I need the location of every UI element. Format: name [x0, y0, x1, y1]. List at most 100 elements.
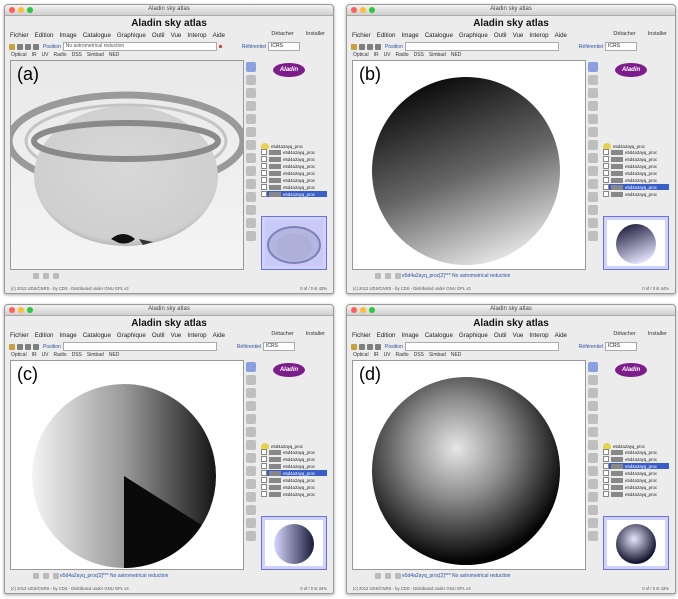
draw-tool-icon[interactable]: [246, 427, 256, 437]
detach-button[interactable]: Détacher: [613, 331, 636, 337]
sync-tool-icon[interactable]: [246, 518, 256, 528]
grid-icon[interactable]: [53, 273, 59, 279]
detach-button[interactable]: Détacher: [271, 331, 294, 337]
frame-select[interactable]: ICRS: [267, 42, 300, 51]
image-view[interactable]: (a): [10, 60, 244, 270]
select-tool-icon[interactable]: [588, 62, 598, 72]
cont-tool-icon[interactable]: [246, 466, 256, 476]
sync-tool-icon[interactable]: [588, 218, 598, 228]
stack-row[interactable]: e5d4a2ayq_proc: [261, 449, 327, 455]
close-button[interactable]: [351, 307, 357, 313]
survey-dss[interactable]: DSS: [413, 52, 424, 58]
draw-tool-icon[interactable]: [588, 127, 598, 137]
checkbox[interactable]: [261, 484, 267, 490]
rgb-tool-icon[interactable]: [588, 492, 598, 502]
install-button[interactable]: Installer: [305, 331, 325, 337]
checkbox[interactable]: [261, 170, 267, 176]
stack-row[interactable]: e5d4a2ayq_proc: [603, 491, 669, 497]
open-icon[interactable]: [351, 343, 357, 350]
stack-row[interactable]: e5d4a2ayq_proc: [261, 149, 327, 155]
plot-tool-icon[interactable]: [588, 531, 598, 541]
checkbox[interactable]: [603, 170, 609, 176]
survey-optical[interactable]: Optical: [353, 52, 369, 58]
stack-row[interactable]: e5d4a2ayq_proc: [261, 177, 327, 183]
survey-radio[interactable]: Radio: [53, 352, 67, 358]
crop-tool-icon[interactable]: [246, 505, 256, 515]
checkbox[interactable]: [603, 456, 609, 462]
survey-ir[interactable]: IR: [373, 352, 379, 358]
stack-row[interactable]: e5d4a2ayq_proc: [603, 156, 669, 162]
menu-graphique[interactable]: Graphique: [116, 332, 146, 339]
stack-row[interactable]: e5d4a2ayq_proc: [603, 163, 669, 169]
zoom-view[interactable]: [261, 516, 327, 570]
undo-icon[interactable]: [375, 573, 381, 579]
open-icon[interactable]: [351, 43, 357, 50]
open-icon[interactable]: [9, 343, 15, 350]
checkbox[interactable]: [603, 163, 609, 169]
position-input[interactable]: [404, 342, 559, 351]
close-button[interactable]: [9, 307, 15, 313]
dist-tool-icon[interactable]: [246, 401, 256, 411]
save-icon[interactable]: [359, 343, 365, 350]
redo-icon[interactable]: [385, 273, 391, 279]
minimize-button[interactable]: [360, 307, 366, 313]
undo-icon[interactable]: [33, 273, 39, 279]
save-icon[interactable]: [17, 343, 23, 350]
menu-vue[interactable]: Vue: [170, 32, 182, 39]
survey-ned[interactable]: NED: [108, 52, 120, 58]
draw-tool-icon[interactable]: [246, 127, 256, 137]
checkbox[interactable]: [603, 149, 609, 155]
survey-dss[interactable]: DSS: [71, 352, 82, 358]
phot-tool-icon[interactable]: [246, 414, 256, 424]
zoom-button[interactable]: [27, 7, 33, 13]
stack-row[interactable]: e5d4a2ayq_proc: [603, 191, 669, 197]
image-view[interactable]: (c): [10, 360, 244, 570]
cont-tool-icon[interactable]: [588, 166, 598, 176]
print-icon[interactable]: [25, 43, 31, 50]
print-icon[interactable]: [367, 43, 373, 50]
grid-icon[interactable]: [53, 573, 59, 579]
stack-row[interactable]: e5d4a2ayq_proc: [261, 170, 327, 176]
crop-tool-icon[interactable]: [588, 205, 598, 215]
open-icon[interactable]: [9, 43, 15, 50]
delete-tool-icon[interactable]: [246, 179, 256, 189]
stack-row[interactable]: e5d4a2ayq_proc: [603, 170, 669, 176]
zoom-tool-icon[interactable]: [588, 88, 598, 98]
select-tool-icon[interactable]: [246, 362, 256, 372]
stack-row[interactable]: e5d4a2ayq_proc: [603, 177, 669, 183]
plot-tool-icon[interactable]: [246, 231, 256, 241]
checkbox[interactable]: [603, 484, 609, 490]
phot-tool-icon[interactable]: [588, 114, 598, 124]
checkbox[interactable]: [261, 463, 267, 469]
menu-interop[interactable]: Interop: [529, 332, 549, 339]
stack-row[interactable]: e5d4a2ayq_proc: [603, 484, 669, 490]
menu-fichier[interactable]: Fichier: [10, 32, 29, 39]
frame-select[interactable]: ICRS: [262, 342, 295, 351]
cont-tool-icon[interactable]: [588, 466, 598, 476]
checkbox[interactable]: [603, 470, 609, 476]
minimize-button[interactable]: [18, 7, 24, 13]
checkbox[interactable]: [261, 191, 267, 197]
checkbox[interactable]: [261, 449, 267, 455]
survey-optical[interactable]: Optical: [11, 352, 27, 358]
menu-vue[interactable]: Vue: [170, 332, 182, 339]
export-icon[interactable]: [375, 343, 381, 350]
position-input[interactable]: No astrometrical reduction: [62, 42, 217, 51]
zoom-tool-icon[interactable]: [246, 388, 256, 398]
checkbox[interactable]: [603, 477, 609, 483]
rgb-tool-icon[interactable]: [246, 192, 256, 202]
menu-graphique[interactable]: Graphique: [116, 32, 146, 39]
survey-uv[interactable]: UV: [41, 352, 49, 358]
survey-uv[interactable]: UV: [383, 352, 391, 358]
survey-ir[interactable]: IR: [373, 52, 379, 58]
zoom-button[interactable]: [369, 7, 375, 13]
export-icon[interactable]: [33, 343, 39, 350]
stack-row[interactable]: e5d4a2ayq_proc: [261, 463, 327, 469]
menu-vue[interactable]: Vue: [512, 332, 524, 339]
checkbox[interactable]: [603, 156, 609, 162]
menu-aide[interactable]: Aide: [554, 332, 567, 339]
survey-ned[interactable]: NED: [450, 352, 462, 358]
image-view[interactable]: (d): [352, 360, 586, 570]
zoom-view[interactable]: [603, 516, 669, 570]
dist-tool-icon[interactable]: [588, 101, 598, 111]
